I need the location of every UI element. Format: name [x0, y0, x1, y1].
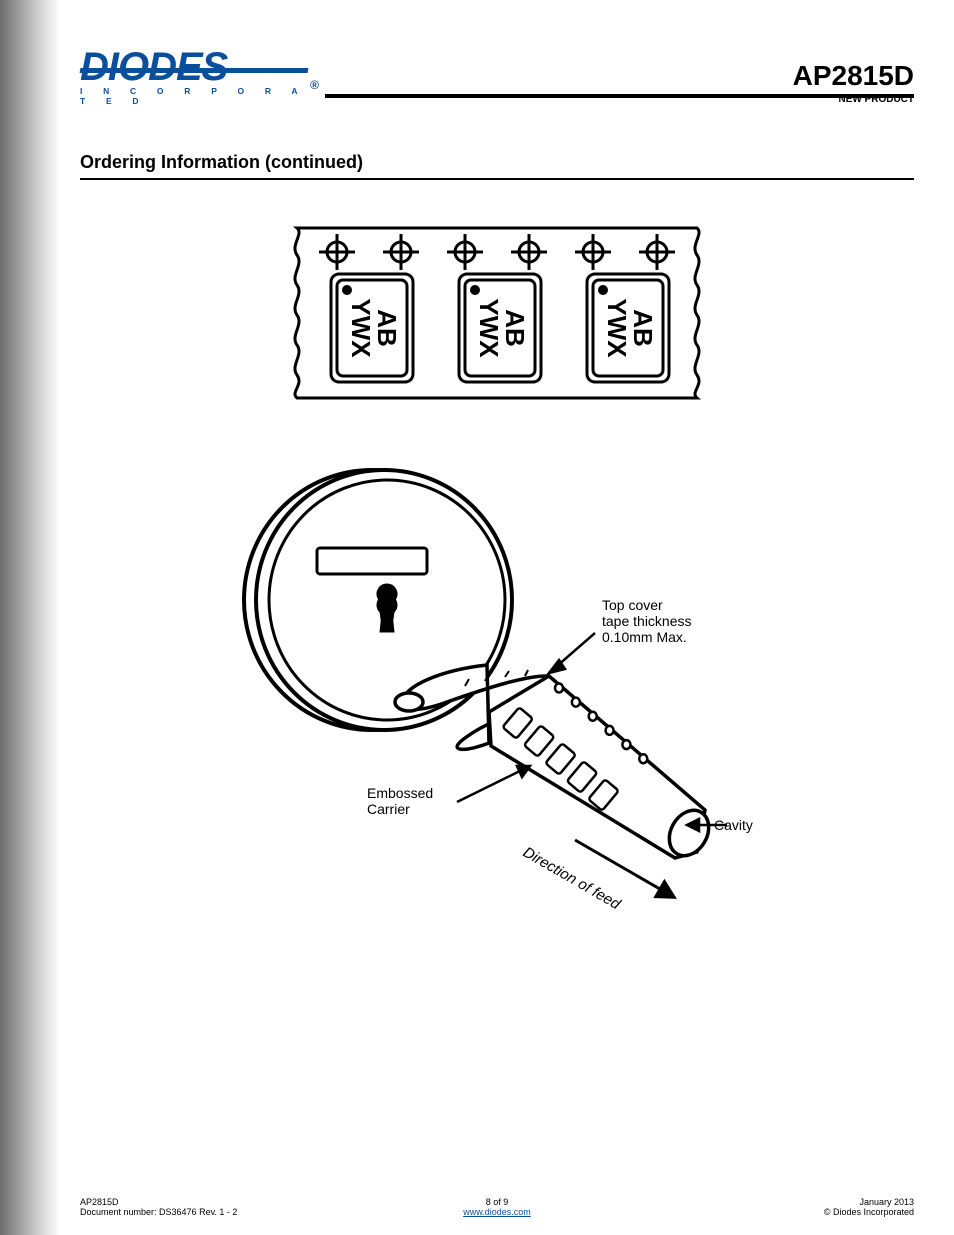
svg-text:tape thickness: tape thickness [602, 613, 692, 629]
svg-text:Carrier: Carrier [367, 801, 410, 817]
logo-text: DIODES [80, 50, 315, 84]
svg-text:0.10mm Max.: 0.10mm Max. [602, 629, 687, 645]
part-number: AP2815D [793, 60, 914, 92]
logo-subtext: I N C O R P O R A T E D [80, 86, 315, 106]
section-rule [80, 178, 914, 180]
footer-website-link[interactable]: www.diodes.com [463, 1207, 531, 1217]
svg-text:YWX: YWX [346, 298, 376, 358]
svg-text:Cavity: Cavity [714, 817, 753, 833]
section-title: Ordering Information (continued) [80, 152, 363, 173]
svg-text:YWX: YWX [602, 298, 632, 358]
svg-text:Embossed: Embossed [367, 785, 433, 801]
footer-date: January 2013 [824, 1197, 914, 1207]
header-right: AP2815D NEW PRODUCT [793, 60, 914, 105]
left-margin-gradient [0, 0, 60, 1235]
diodes-logo: DIODES ® I N C O R P O R A T E D [80, 50, 315, 106]
figures-container: ABYWXABYWXABYWX [80, 210, 914, 910]
svg-text:YWX: YWX [474, 298, 504, 358]
tape-orientation-diagram: ABYWXABYWXABYWX [277, 210, 717, 430]
footer-page-no: 8 of 9 [80, 1197, 914, 1207]
header-rule [325, 94, 914, 98]
logo-strikethrough [80, 68, 309, 73]
page-header: DIODES ® I N C O R P O R A T E D AP2815D… [70, 0, 934, 150]
svg-text:Direction of feed: Direction of feed [520, 844, 624, 910]
footer-copyright: © Diodes Incorporated [824, 1207, 914, 1217]
svg-text:Top cover: Top cover [602, 597, 663, 613]
reel-feed-diagram: Top cover tape thickness 0.10mm Max. Emb… [237, 450, 757, 910]
logo-registered: ® [310, 78, 319, 92]
